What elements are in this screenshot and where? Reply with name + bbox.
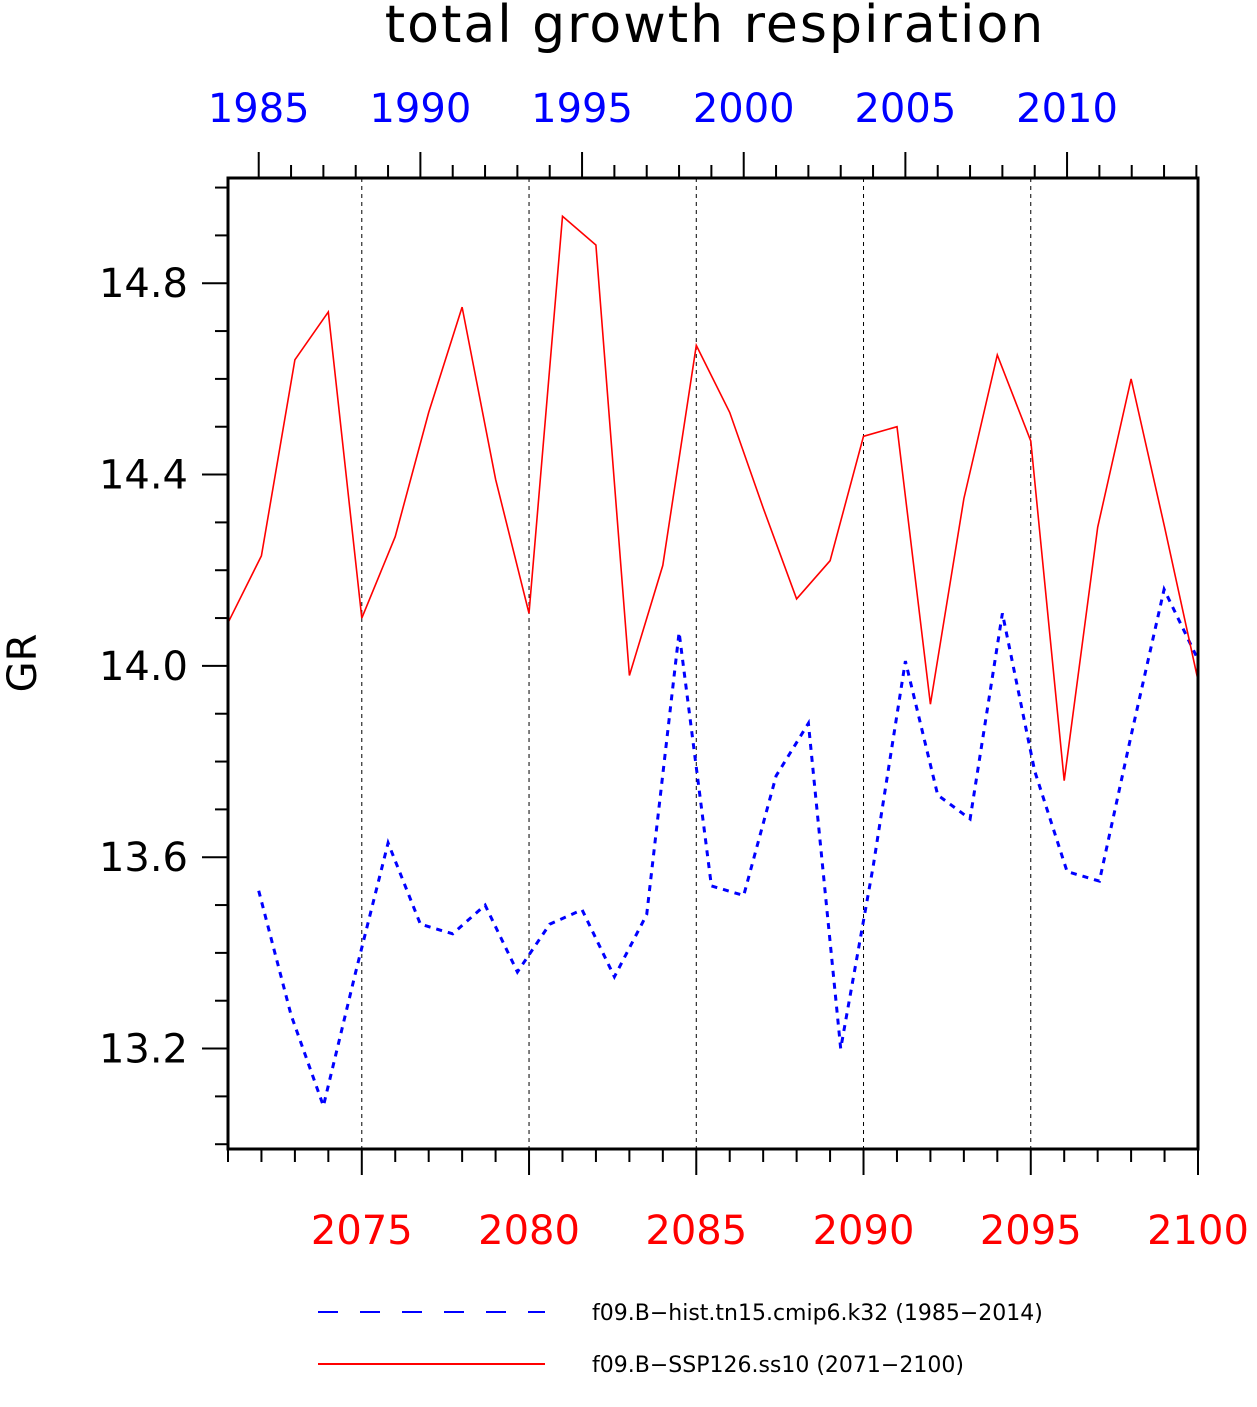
y-tick-label: 13.6 bbox=[99, 835, 188, 881]
top-tick-label: 2005 bbox=[854, 86, 956, 132]
axis-ticks bbox=[202, 152, 1199, 1175]
y-axis-label: GR bbox=[0, 634, 46, 693]
y-tick-label: 14.4 bbox=[99, 453, 188, 499]
top-tick-label: 1985 bbox=[208, 86, 310, 132]
legend-label-ssp126: f09.B−SSP126.ss10 (2071−2100) bbox=[592, 1353, 964, 1378]
grid-lines bbox=[361, 178, 1032, 1149]
y-tick-label: 13.2 bbox=[99, 1027, 188, 1073]
chart-title: total growth respiration bbox=[385, 0, 1046, 55]
series-line-ssp126 bbox=[227, 214, 1199, 781]
top-tick-label: 2010 bbox=[1016, 86, 1118, 132]
bottom-tick-label: 2075 bbox=[311, 1208, 413, 1254]
plot-frame bbox=[226, 176, 1200, 1151]
bottom-tick-label: 2085 bbox=[645, 1208, 747, 1254]
top-tick-label: 1990 bbox=[369, 86, 471, 132]
y-tick-label: 14.0 bbox=[99, 644, 188, 690]
legend-label-hist: f09.B−hist.tn15.cmip6.k32 (1985−2014) bbox=[592, 1301, 1043, 1326]
bottom-tick-label: 2100 bbox=[1147, 1208, 1249, 1254]
bottom-tick-label: 2080 bbox=[478, 1208, 580, 1254]
top-tick-label: 2000 bbox=[693, 86, 795, 132]
series-lines bbox=[227, 214, 1199, 1112]
series-line-hist bbox=[257, 584, 1198, 1112]
axis-tick-labels: 2075 2080 2085 2090 2095 2100 1985 1990 1995 2000… bbox=[99, 86, 1249, 1254]
bottom-tick-label: 2090 bbox=[813, 1208, 915, 1254]
top-tick-label: 1995 bbox=[531, 86, 633, 132]
y-tick-label: 14.8 bbox=[99, 261, 188, 307]
bottom-tick-label: 2095 bbox=[980, 1208, 1082, 1254]
legend: f09.B−hist.tn15.cmip6.k32 (1985−2014) f0… bbox=[318, 1301, 1043, 1378]
